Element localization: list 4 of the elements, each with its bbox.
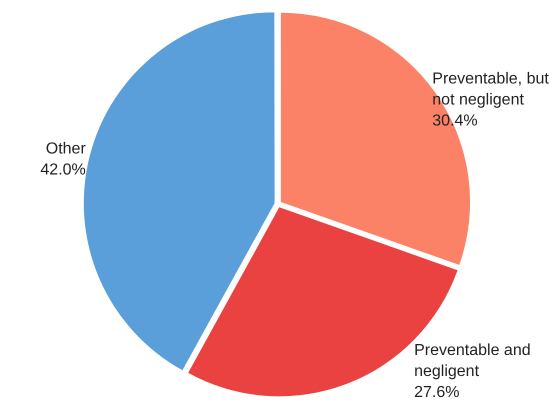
- slice-label: Other: [46, 140, 86, 158]
- data-label: 42.0%: [40, 161, 86, 178]
- slice-label: Preventable and negligent: [414, 342, 531, 380]
- data-label: 27.6%: [414, 384, 460, 402]
